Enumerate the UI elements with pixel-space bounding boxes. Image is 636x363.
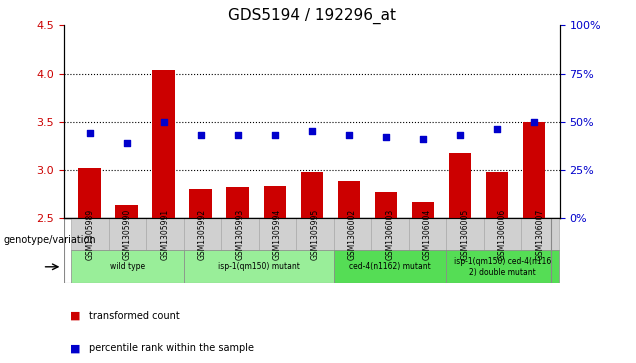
Point xyxy=(121,140,132,146)
Text: genotype/variation: genotype/variation xyxy=(3,234,96,245)
Bar xyxy=(448,153,471,218)
Text: GSM1305994: GSM1305994 xyxy=(273,208,282,260)
Text: GSM1305995: GSM1305995 xyxy=(310,208,319,260)
Text: GSM1305990: GSM1305990 xyxy=(123,208,132,260)
Bar xyxy=(483,218,521,250)
Bar xyxy=(221,218,259,250)
Bar xyxy=(523,122,545,218)
Text: isp-1(qm150) mutant: isp-1(qm150) mutant xyxy=(218,262,300,271)
Bar xyxy=(71,218,109,250)
Bar xyxy=(446,250,558,283)
Bar xyxy=(411,203,434,218)
Text: percentile rank within the sample: percentile rank within the sample xyxy=(89,343,254,354)
Bar xyxy=(259,218,296,250)
Text: GSM1305992: GSM1305992 xyxy=(198,209,207,260)
Point xyxy=(418,136,428,142)
Bar xyxy=(109,218,146,250)
Bar xyxy=(184,250,333,283)
Text: transformed count: transformed count xyxy=(89,311,180,321)
Bar xyxy=(338,181,360,218)
Point xyxy=(233,132,243,138)
Point xyxy=(455,132,465,138)
Bar xyxy=(263,186,286,218)
Point xyxy=(380,134,391,140)
Bar xyxy=(333,218,371,250)
Text: GSM1305989: GSM1305989 xyxy=(85,209,94,260)
Text: ced-4(n1162) mutant: ced-4(n1162) mutant xyxy=(349,262,431,271)
Text: isp-1(qm150) ced-4(n116
2) double mutant: isp-1(qm150) ced-4(n116 2) double mutant xyxy=(453,257,551,277)
Bar xyxy=(333,250,446,283)
Point xyxy=(307,129,317,134)
Point xyxy=(85,130,95,136)
Text: GSM1306006: GSM1306006 xyxy=(498,208,507,260)
Bar xyxy=(446,218,483,250)
Bar xyxy=(226,187,249,218)
Text: GSM1306003: GSM1306003 xyxy=(385,208,394,260)
Bar xyxy=(78,168,100,218)
Text: ■: ■ xyxy=(70,311,81,321)
Bar xyxy=(408,218,446,250)
Bar xyxy=(153,70,175,218)
Text: wild type: wild type xyxy=(110,262,145,271)
Point xyxy=(158,119,169,125)
Point xyxy=(492,126,502,132)
Bar xyxy=(301,172,322,218)
Bar xyxy=(115,205,137,218)
Bar xyxy=(296,218,333,250)
Text: GSM1306007: GSM1306007 xyxy=(536,208,544,260)
Text: GSM1306005: GSM1306005 xyxy=(460,208,469,260)
Point xyxy=(343,132,354,138)
Title: GDS5194 / 192296_at: GDS5194 / 192296_at xyxy=(228,8,396,24)
Bar xyxy=(486,172,508,218)
Text: GSM1306004: GSM1306004 xyxy=(423,208,432,260)
Point xyxy=(195,132,205,138)
Bar xyxy=(146,218,184,250)
Text: GSM1305993: GSM1305993 xyxy=(235,208,244,260)
Text: GSM1305991: GSM1305991 xyxy=(160,209,169,260)
Point xyxy=(529,119,539,125)
Bar xyxy=(71,250,184,283)
Bar xyxy=(190,189,212,218)
Text: ■: ■ xyxy=(70,343,81,354)
Bar xyxy=(521,218,558,250)
Point xyxy=(270,132,280,138)
Bar xyxy=(184,218,221,250)
Bar xyxy=(375,192,397,218)
Text: GSM1306002: GSM1306002 xyxy=(348,209,357,260)
Bar xyxy=(371,218,408,250)
